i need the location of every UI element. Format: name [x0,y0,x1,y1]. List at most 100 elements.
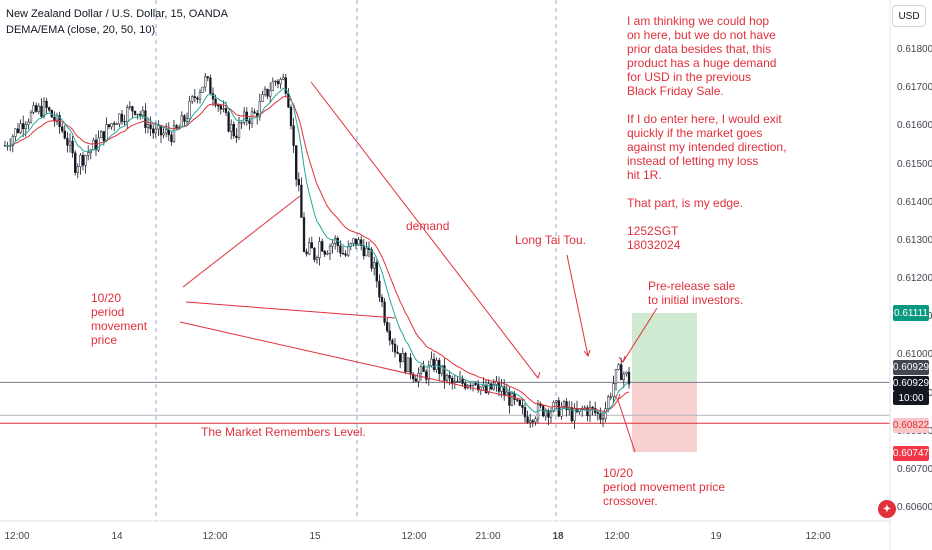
candle-body [219,105,222,110]
price-tick-label: 0.61700 [897,82,932,94]
candle-body [79,155,82,167]
candle-body [154,128,157,134]
candle-body [165,129,168,134]
candle-body [110,123,113,128]
ema-lines [4,87,630,415]
candle-body [331,243,334,247]
candle-body [222,108,225,110]
candle-body [191,96,194,102]
candle-body [68,140,72,146]
candle-body [209,77,212,94]
candle-body [425,371,428,380]
candle-body [362,245,365,257]
candle-body [224,108,228,113]
candle-body [328,245,332,254]
arrow-head [618,355,626,364]
pointer-line [185,301,396,319]
candle-body [240,122,243,124]
candle-body [146,124,150,128]
candle-body [61,126,64,132]
annotation-lines [179,81,658,453]
candle-body [427,365,430,380]
candle-body [300,184,303,218]
candle-body [128,106,131,108]
candle-body [266,88,269,97]
idea-note: I am thinking we could hop on here, but … [627,14,787,252]
candle-body [417,373,420,382]
candle-body [136,113,139,116]
candle-body [27,121,30,126]
candle-body [412,373,415,380]
candle-body [526,416,529,423]
indicator-legend[interactable]: DEMA/EMA (close, 20, 50, 10) [6,24,156,36]
candle-body [81,155,85,166]
stop-zone [632,382,697,452]
candle-body [167,129,170,136]
candle-body [214,98,217,106]
candle-body [440,365,443,374]
time-tick-label: 19 [710,531,722,542]
candle-body [261,94,264,102]
candle-body [302,217,306,252]
candle-body [113,123,116,125]
candle-body [230,124,233,132]
candle-body [386,322,389,332]
candle-body [458,378,462,382]
candle-body [380,296,384,303]
candle-body [604,408,607,419]
candle-body [516,399,519,401]
symbol-title[interactable]: New Zealand Dollar / U.S. Dollar, 15, OA… [6,8,228,20]
demand-trend-line [310,81,539,379]
price-tick-label: 0.60700 [897,463,932,475]
time-tick-label: 14 [111,531,123,542]
candle-body [599,413,602,420]
tradingview-logo-icon[interactable]: ✦ [878,500,896,518]
candle-body [188,100,191,119]
candle-body [185,118,189,122]
candle-body [401,353,404,363]
candle-body [620,364,623,381]
candle-body [149,124,152,130]
price-tick-label: 0.61800 [897,44,932,55]
candle-body [48,107,51,111]
candle-body [487,383,490,393]
time-tick-label: 21:00 [475,531,501,542]
candle-body [131,106,134,112]
candle-body [448,375,451,379]
candle-body [482,384,485,388]
candle-body [141,110,144,116]
demand-label: demand [406,219,450,233]
candle-body [308,242,311,255]
price-tick-label: 0.60600 [897,502,932,513]
candle-body [71,140,74,154]
price-tick-label: 0.61200 [897,273,932,284]
candle-body [92,139,95,151]
candle-body [505,391,508,395]
candle-body [84,155,87,166]
candle-body [378,280,381,298]
candle-body [201,86,204,93]
long-tai-tou-label: Long Tai Tou. [515,233,586,247]
market-remembers-label: The Market Remembers Level. [201,425,366,439]
candle-body [76,166,79,173]
candle-body [388,330,391,341]
candle-body [547,410,550,418]
candle-body [607,396,610,409]
candle-body [196,97,199,100]
currency-button[interactable]: USD [892,5,926,27]
candle-body [464,383,467,389]
candle-body [133,110,137,115]
candle-body [477,384,480,391]
candle-body [37,105,40,112]
candle-body [347,246,350,256]
candle-body [510,392,514,406]
candle-body [193,96,196,98]
candle-body [172,125,176,142]
candle-body [276,80,280,85]
candle-body [227,112,230,132]
candle-body [404,353,407,372]
candle-body [313,247,316,260]
candle-body [414,378,417,382]
